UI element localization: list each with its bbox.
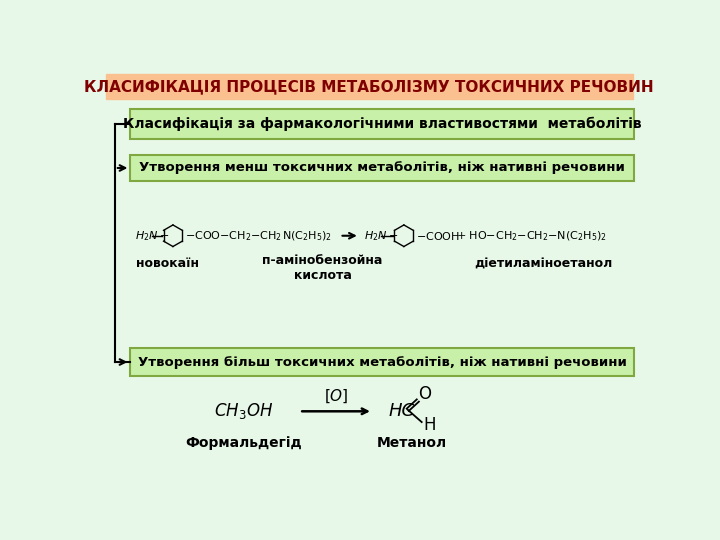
Text: $H_2N-$: $H_2N-$: [364, 229, 398, 242]
FancyBboxPatch shape: [130, 110, 634, 139]
Text: $+$ HO$-$CH$_2$$-$CH$_2$$-$N(C$_2$H$_5$)$_2$: $+$ HO$-$CH$_2$$-$CH$_2$$-$N(C$_2$H$_5$)…: [456, 229, 607, 242]
Text: N(C$_2$H$_5$)$_2$: N(C$_2$H$_5$)$_2$: [282, 229, 333, 242]
FancyBboxPatch shape: [106, 74, 632, 99]
Text: $-$COOH: $-$COOH: [416, 230, 460, 242]
Text: новокаїн: новокаїн: [136, 257, 199, 271]
Text: діетиламіноетанол: діетиламіноетанол: [474, 257, 613, 271]
FancyBboxPatch shape: [130, 348, 634, 376]
Text: Класифікація за фармакологічними властивостями  метаболітів: Класифікація за фармакологічними властив…: [123, 117, 642, 131]
Text: $CH_3OH$: $CH_3OH$: [214, 401, 273, 421]
Text: Утворення менш токсичних метаболітів, ніж нативні речовини: Утворення менш токсичних метаболітів, ні…: [139, 161, 625, 174]
Text: $H_2N-$: $H_2N-$: [135, 229, 169, 242]
Text: $[O]$: $[O]$: [324, 387, 348, 404]
Text: H: H: [423, 416, 436, 434]
Text: O: O: [418, 386, 431, 403]
FancyBboxPatch shape: [90, 65, 648, 481]
Text: КЛАСИФІКАЦІЯ ПРОЦЕСІВ МЕТАБОЛІЗМУ ТОКСИЧНИХ РЕЧОВИН: КЛАСИФІКАЦІЯ ПРОЦЕСІВ МЕТАБОЛІЗМУ ТОКСИЧ…: [84, 79, 654, 94]
Text: Метанол: Метанол: [377, 436, 446, 450]
Text: $-$COO$-$CH$_2$$-$CH$_2$: $-$COO$-$CH$_2$$-$CH$_2$: [185, 229, 282, 242]
Text: Формальдегід: Формальдегід: [185, 436, 302, 450]
Text: п-амінобензойна
кислота: п-амінобензойна кислота: [262, 254, 383, 282]
Text: Утворення більш токсичних метаболітів, ніж нативні речовини: Утворення більш токсичних метаболітів, н…: [138, 355, 626, 368]
Text: HC: HC: [388, 402, 415, 420]
FancyBboxPatch shape: [130, 155, 634, 181]
